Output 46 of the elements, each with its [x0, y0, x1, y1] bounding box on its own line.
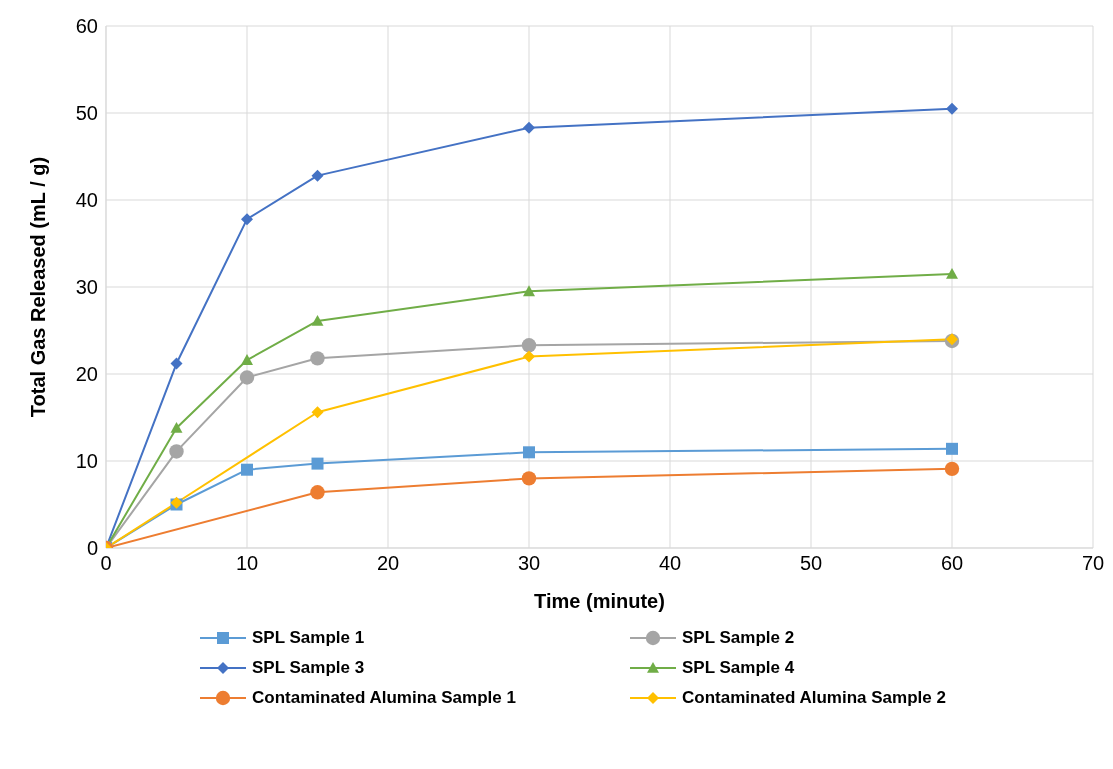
y-tick-label: 60	[75, 15, 98, 38]
point	[523, 446, 535, 459]
x-tick-label: 10	[235, 552, 259, 575]
legend-label: Contaminated Alumina Sample 1	[252, 688, 516, 708]
point	[311, 457, 324, 470]
point	[239, 370, 255, 385]
point	[311, 169, 324, 182]
legend-label: Contaminated Alumina Sample 2	[682, 688, 946, 708]
x-tick-label: 40	[658, 552, 682, 575]
point	[946, 267, 958, 279]
point	[241, 213, 253, 226]
point	[521, 471, 537, 486]
legend-label: SPL Sample 1	[252, 628, 365, 648]
y-tick-label: 0	[86, 537, 98, 560]
y-tick-label: 30	[75, 276, 98, 299]
point	[946, 102, 958, 115]
x-tick-label: 0	[100, 552, 112, 575]
point	[311, 406, 324, 419]
y-tick-label: 50	[75, 102, 98, 125]
legend-label: SPL Sample 2	[682, 628, 795, 648]
point	[946, 442, 958, 455]
point	[241, 354, 253, 365]
point	[170, 421, 183, 433]
point	[170, 357, 183, 370]
x-tick-label: 30	[517, 552, 541, 575]
point	[310, 485, 325, 500]
point	[521, 338, 537, 353]
x-axis-title: Time (minute)	[534, 590, 665, 612]
legend-label: SPL Sample 4	[682, 658, 795, 678]
point	[169, 444, 184, 459]
y-tick-label: 20	[75, 363, 98, 386]
point	[523, 350, 535, 363]
x-tick-label: 50	[799, 552, 823, 575]
point	[241, 463, 253, 476]
point	[944, 461, 960, 477]
point	[311, 314, 324, 326]
x-tick-label: 60	[940, 552, 964, 575]
point	[310, 351, 325, 366]
x-tick-label: 20	[376, 552, 400, 575]
y-tick-label: 10	[75, 450, 98, 473]
point	[523, 121, 535, 134]
y-axis-title: Total Gas Released (mL / g)	[27, 156, 50, 418]
point	[523, 285, 535, 297]
y-tick-label: 40	[75, 189, 98, 212]
x-tick-label: 70	[1081, 552, 1105, 575]
legend-label: SPL Sample 3	[252, 658, 365, 678]
